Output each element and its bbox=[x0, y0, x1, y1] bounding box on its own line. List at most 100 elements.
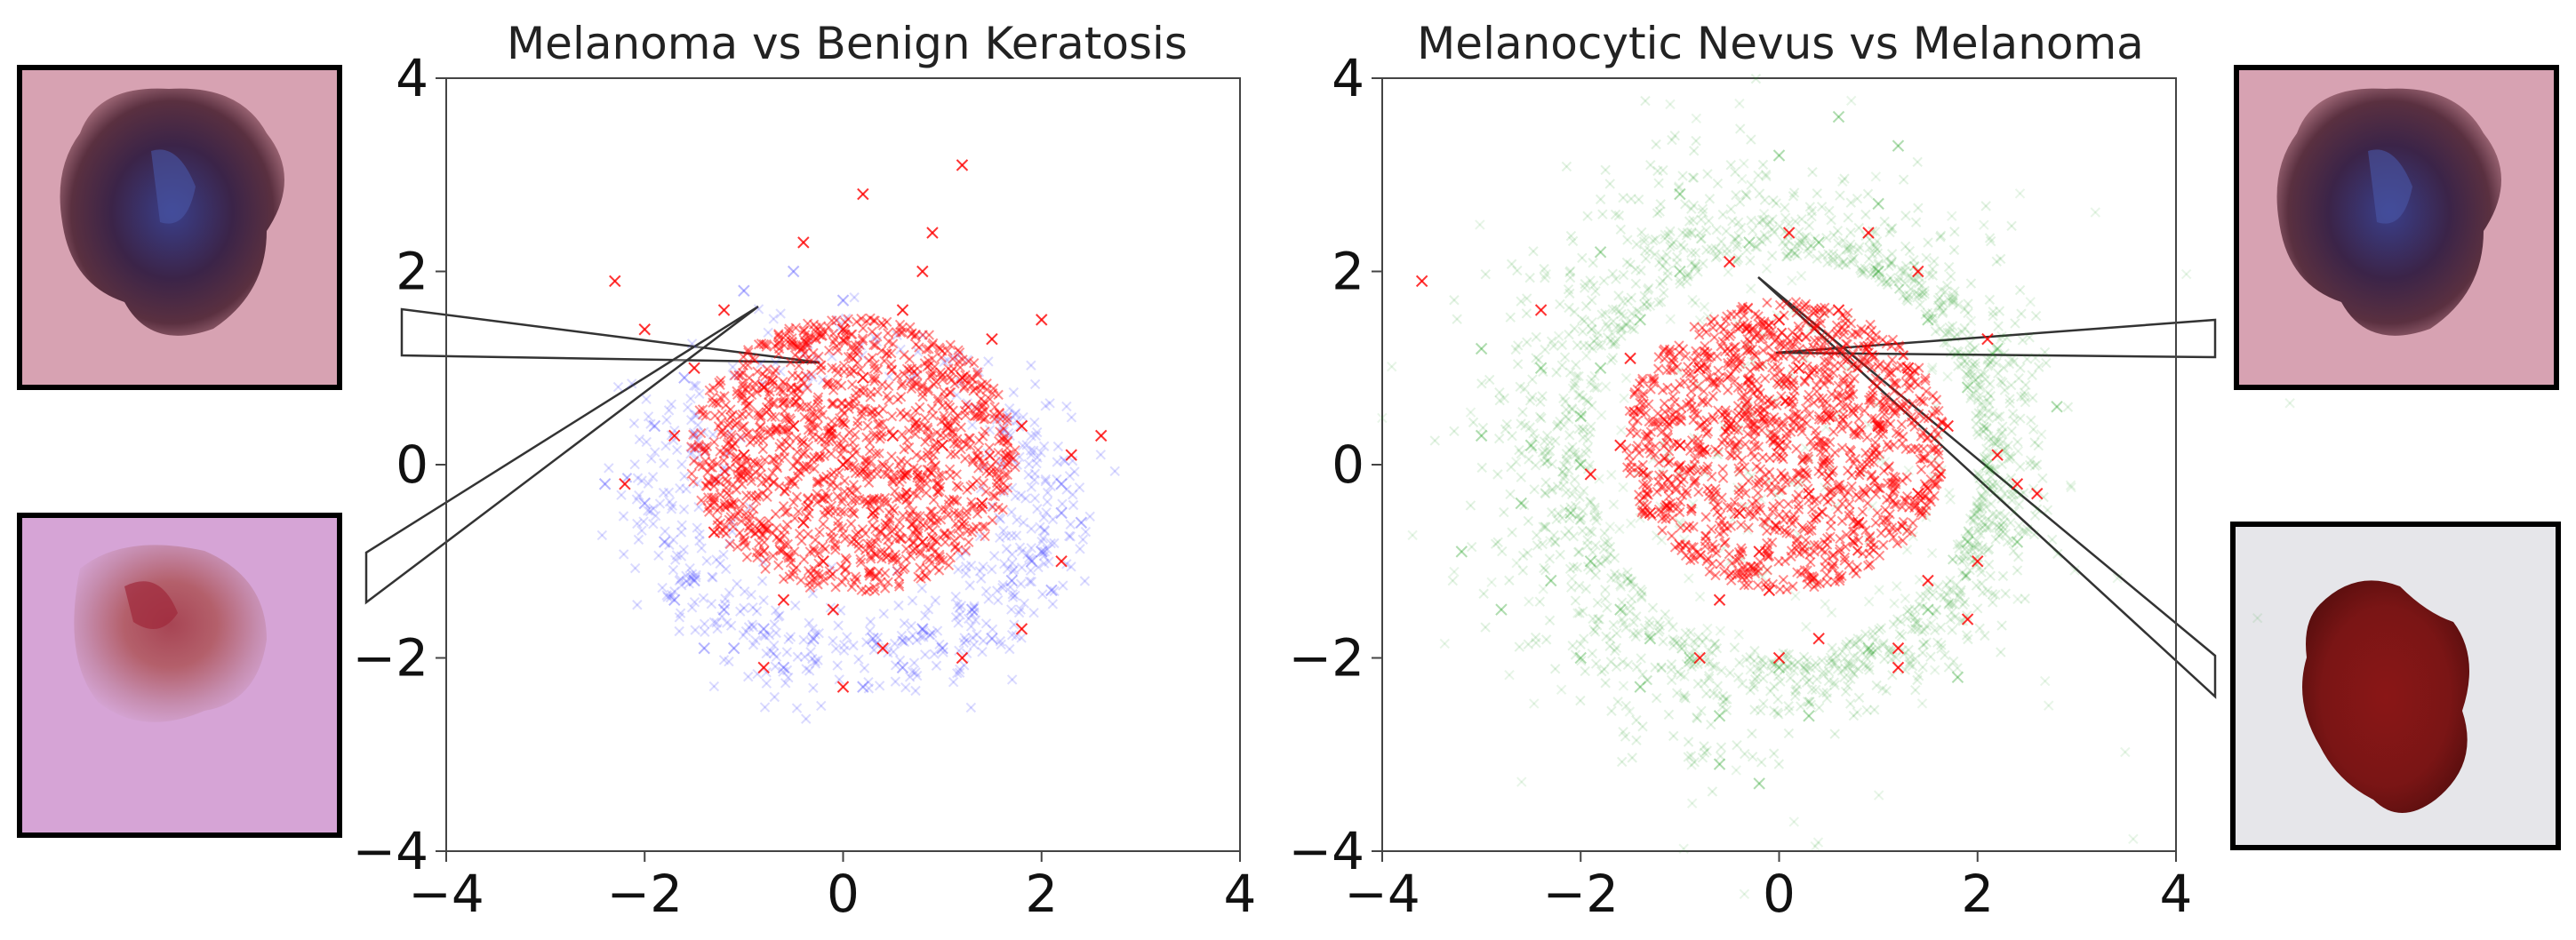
blue-point bbox=[1011, 530, 1022, 541]
blue-point bbox=[685, 393, 696, 404]
blue-point bbox=[969, 601, 980, 611]
blue-point bbox=[671, 444, 683, 456]
green-point bbox=[1654, 278, 1666, 290]
red-point bbox=[1723, 385, 1733, 395]
green-point bbox=[1615, 224, 1627, 235]
red-point bbox=[742, 468, 753, 480]
blue-point bbox=[798, 349, 809, 361]
red-point bbox=[825, 506, 836, 516]
green-point bbox=[1556, 339, 1568, 350]
data-point bbox=[1812, 633, 1825, 645]
red-point bbox=[836, 577, 848, 588]
red-point bbox=[887, 473, 898, 484]
blue-point bbox=[955, 609, 965, 620]
red-point bbox=[758, 339, 770, 350]
green-point bbox=[1745, 255, 1756, 266]
red-point bbox=[791, 456, 802, 467]
blue-point bbox=[1028, 445, 1039, 456]
data-point bbox=[1892, 139, 1905, 152]
blue-point bbox=[995, 514, 1006, 525]
red-point bbox=[780, 335, 791, 346]
red-point bbox=[904, 354, 915, 364]
blue-point bbox=[871, 639, 882, 649]
red-point bbox=[980, 530, 990, 542]
blue-point bbox=[1040, 475, 1051, 487]
green-point bbox=[2037, 473, 2048, 484]
blue-point bbox=[724, 538, 735, 549]
blue-point bbox=[996, 639, 1006, 650]
red-point bbox=[1706, 524, 1716, 535]
blue-point bbox=[1109, 466, 1120, 477]
red-point bbox=[896, 474, 908, 484]
red-point bbox=[894, 525, 906, 536]
blue-point bbox=[716, 611, 727, 622]
red-point bbox=[774, 442, 785, 452]
blue-point bbox=[666, 430, 677, 441]
green-point bbox=[1587, 400, 1597, 411]
red-point bbox=[914, 402, 925, 413]
green-point bbox=[1531, 530, 1542, 541]
blue-point bbox=[942, 354, 953, 366]
green-point bbox=[1571, 359, 1581, 370]
green-point bbox=[1524, 395, 1536, 406]
blue-point bbox=[908, 630, 918, 641]
blue-point bbox=[1016, 546, 1028, 557]
red-point bbox=[778, 393, 789, 404]
blue-point bbox=[917, 624, 928, 634]
lesion-shape bbox=[74, 545, 267, 722]
green-point bbox=[1873, 790, 1884, 801]
green-point bbox=[2062, 402, 2074, 412]
green-point bbox=[1653, 178, 1664, 188]
blue-point bbox=[855, 340, 867, 351]
blue-point bbox=[1004, 582, 1016, 593]
red-point bbox=[1657, 525, 1668, 536]
blue-point bbox=[596, 530, 608, 541]
green-point bbox=[1733, 629, 1744, 640]
blue-point bbox=[748, 601, 758, 613]
green-point bbox=[1887, 670, 1898, 681]
red-point bbox=[1923, 433, 1933, 443]
red-point bbox=[955, 530, 965, 541]
blue-point bbox=[1042, 487, 1053, 498]
blue-point bbox=[906, 620, 916, 632]
green-point bbox=[1942, 371, 1953, 382]
red-point bbox=[929, 362, 940, 372]
green-point bbox=[1680, 199, 1691, 210]
blue-point bbox=[812, 354, 822, 364]
green-point bbox=[1511, 557, 1522, 569]
red-point bbox=[820, 488, 831, 499]
y-tick-label: −2 bbox=[1289, 628, 1365, 689]
green-point bbox=[1684, 573, 1694, 584]
blue-point bbox=[894, 655, 906, 665]
red-point bbox=[826, 416, 837, 426]
blue-point bbox=[807, 588, 819, 599]
red-point bbox=[757, 443, 769, 455]
green-point bbox=[1616, 756, 1628, 768]
data-point bbox=[738, 284, 750, 297]
green-point bbox=[1652, 165, 1663, 177]
data-point bbox=[1634, 681, 1646, 693]
red-point bbox=[822, 426, 834, 436]
blue-point bbox=[977, 646, 988, 657]
blue-point bbox=[980, 618, 992, 629]
green-point bbox=[1740, 748, 1750, 760]
red-point bbox=[928, 378, 940, 390]
green-point bbox=[1622, 235, 1633, 245]
green-point bbox=[1807, 167, 1818, 178]
blue-point bbox=[711, 617, 722, 628]
green-point bbox=[1965, 278, 1977, 289]
green-point bbox=[1766, 251, 1778, 261]
blue-point bbox=[1066, 412, 1077, 423]
red-point bbox=[1774, 299, 1786, 311]
red-point bbox=[847, 437, 858, 448]
blue-point bbox=[812, 655, 823, 665]
blue-point bbox=[1061, 484, 1072, 495]
blue-point bbox=[686, 569, 698, 579]
blue-point bbox=[849, 292, 860, 303]
blue-point bbox=[650, 447, 660, 458]
green-point bbox=[1676, 239, 1686, 251]
red-point bbox=[878, 460, 890, 472]
green-point bbox=[1984, 294, 1996, 306]
green-point bbox=[1804, 220, 1815, 231]
green-point bbox=[1564, 430, 1575, 441]
